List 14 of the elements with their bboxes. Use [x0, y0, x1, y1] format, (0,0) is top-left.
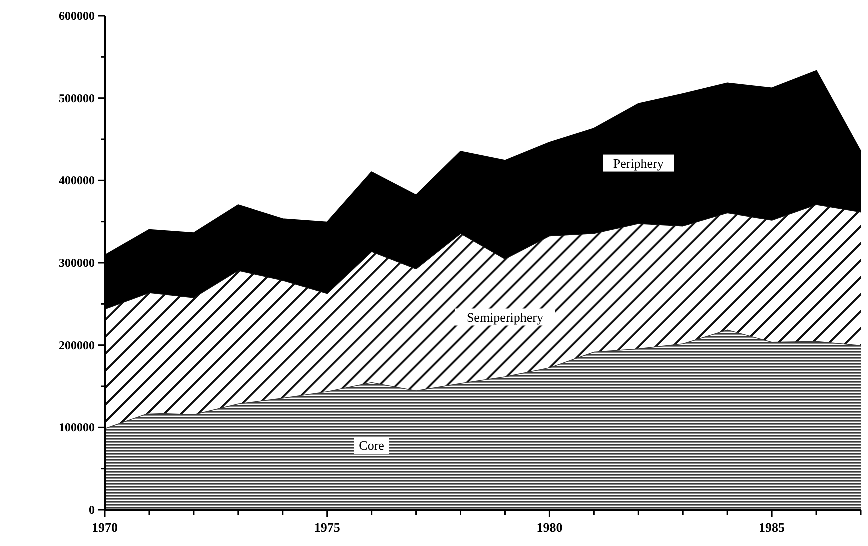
x-tick-label: 1970 [92, 520, 118, 535]
y-tick-label: 400000 [59, 174, 95, 188]
y-tick-label: 500000 [59, 91, 95, 106]
y-tick-label: 300000 [59, 256, 95, 270]
series-label: Core [359, 438, 385, 454]
y-tick-label: 200000 [59, 338, 95, 352]
y-tick-label: 600000 [59, 9, 95, 23]
x-tick-label: 1985 [759, 520, 786, 535]
y-tick-label: 0 [89, 503, 95, 517]
x-tick-label: 1980 [536, 520, 563, 535]
y-tick-label: 100000 [59, 420, 95, 435]
x-tick-label: 1975 [314, 520, 341, 535]
series-label: Periphery [613, 156, 664, 171]
series-label: Semiperiphery [466, 310, 544, 325]
